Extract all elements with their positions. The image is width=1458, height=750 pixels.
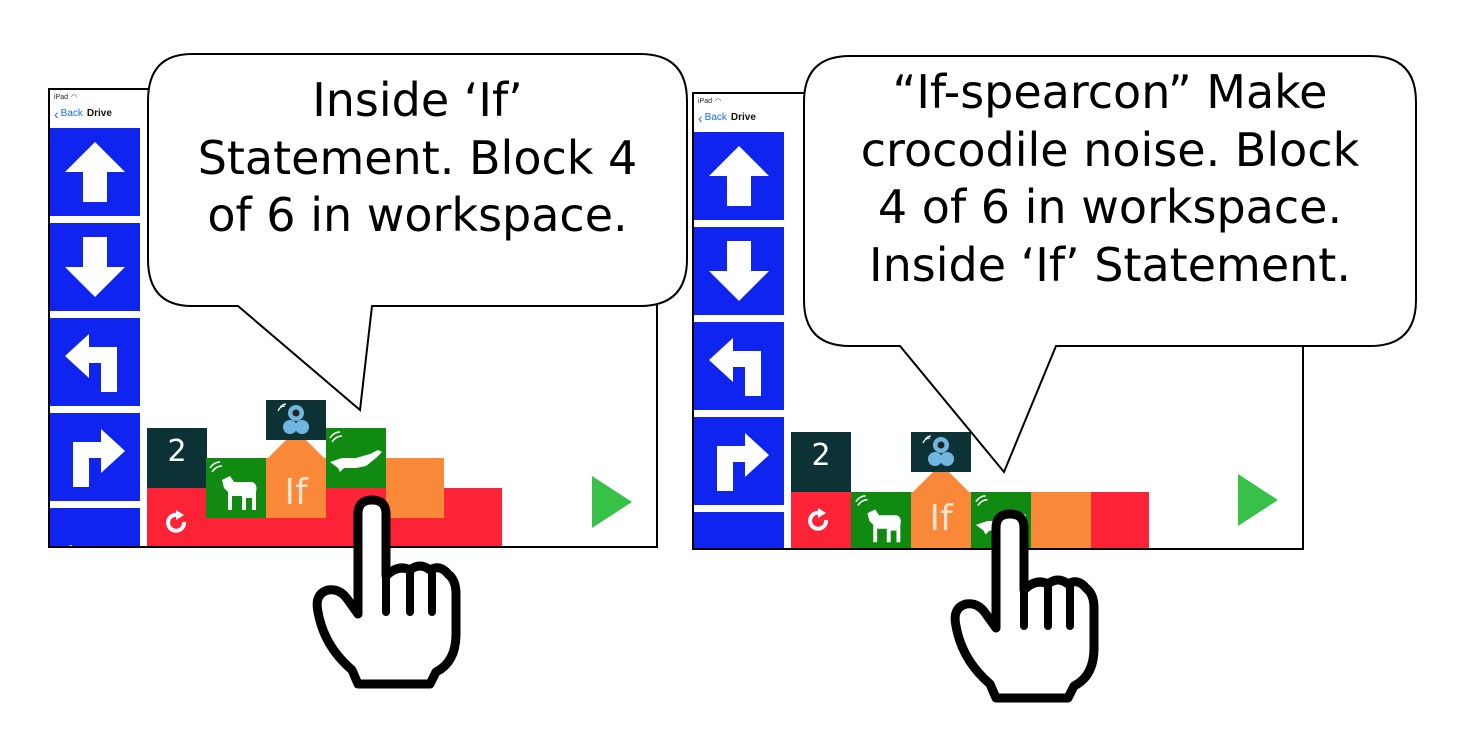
arrow-down-icon <box>65 237 125 297</box>
palette-right-button[interactable] <box>50 413 140 501</box>
if-block-end[interactable] <box>1031 492 1091 548</box>
nav-bar: ‹ Back Drive <box>698 109 756 126</box>
arrow-down-icon <box>709 241 769 301</box>
repeat-block[interactable] <box>791 492 851 548</box>
speech-text-left: Inside ‘If’ Statement. Block 4 of 6 in w… <box>150 72 685 245</box>
status-bar: iPad ◠ <box>54 93 77 101</box>
repeat-count-block[interactable]: 2 <box>147 428 207 488</box>
speech-line-3: 4 of 6 in workspace. <box>877 180 1343 234</box>
pointing-hand-icon <box>950 509 1099 703</box>
robot-sensor-block[interactable] <box>911 432 971 472</box>
speech-line-3: of 6 in workspace. <box>207 188 628 242</box>
crocodile-sound-block[interactable] <box>326 428 386 488</box>
palette-sound-button[interactable] <box>50 508 140 546</box>
if-block-tail[interactable] <box>386 458 444 518</box>
carrier-label: iPad <box>54 94 69 101</box>
arrow-up-icon <box>709 146 769 206</box>
play-button[interactable] <box>592 476 632 528</box>
nav-title: Drive <box>86 108 112 119</box>
speech-line-2: Statement. Block 4 <box>197 130 638 185</box>
chevron-left-icon: ‹ <box>54 105 59 122</box>
palette-up-button[interactable] <box>50 128 140 216</box>
speech-line-1: “If-spearcon” Make <box>892 65 1328 119</box>
speech-bubble-left <box>147 53 688 412</box>
carrier-label: iPad <box>698 98 713 105</box>
robot-icon <box>922 435 954 466</box>
speech-text-right: “If-spearcon” Make crocodile noise. Bloc… <box>806 64 1414 294</box>
robot-icon <box>277 403 309 434</box>
wifi-icon: ◠ <box>71 94 78 101</box>
goat-icon <box>855 495 901 543</box>
turn-right-icon <box>717 433 769 491</box>
command-palette <box>50 128 140 546</box>
palette-down-button[interactable] <box>694 227 784 315</box>
turn-left-icon <box>65 334 117 392</box>
speech-bubble-right <box>803 55 1417 474</box>
if-block[interactable]: If <box>266 458 326 518</box>
sound-wave-icon <box>696 532 760 550</box>
turn-left-icon <box>709 338 761 396</box>
crocodile-icon <box>329 431 382 472</box>
back-label: Back <box>704 112 727 123</box>
nav-bar: ‹ Back Drive <box>54 105 112 122</box>
repeat-icon <box>166 510 187 533</box>
speech-line-4: Inside ‘If’ Statement. <box>869 237 1351 292</box>
if-block-roof <box>911 464 971 494</box>
wifi-icon: ◠ <box>715 98 722 105</box>
left-panel: iPad ◠ ‹ Back Drive <box>0 0 700 750</box>
goat-sound-block[interactable] <box>851 492 911 548</box>
back-button[interactable]: ‹ Back <box>54 105 83 122</box>
pointing-hand-icon <box>312 495 461 689</box>
repeat-count-block[interactable]: 2 <box>791 432 851 492</box>
repeat-block-end[interactable] <box>1091 492 1149 548</box>
play-button[interactable] <box>1238 474 1278 526</box>
palette-left-button[interactable] <box>694 322 784 410</box>
arrow-up-icon <box>65 142 125 202</box>
if-block[interactable]: If <box>911 492 971 548</box>
if-label: If <box>284 472 308 513</box>
speech-line-2: crocodile noise. Block <box>860 122 1360 177</box>
repeat-count: 2 <box>811 438 831 473</box>
palette-up-button[interactable] <box>694 132 784 220</box>
goat-icon <box>209 461 257 510</box>
robot-sensor-block[interactable] <box>266 400 326 440</box>
palette-down-button[interactable] <box>50 223 140 311</box>
goat-sound-block[interactable] <box>206 458 266 518</box>
command-palette <box>694 132 784 550</box>
speech-line-1: Inside ‘If’ <box>312 73 523 127</box>
back-label: Back <box>60 108 83 119</box>
if-block-roof <box>266 430 326 460</box>
back-button[interactable]: ‹ Back <box>698 109 727 126</box>
palette-left-button[interactable] <box>50 318 140 406</box>
nav-title: Drive <box>730 112 756 123</box>
palette-sound-button[interactable] <box>694 512 784 550</box>
if-label: If <box>929 498 953 539</box>
turn-right-icon <box>73 429 125 487</box>
repeat-icon <box>808 508 829 531</box>
palette-right-button[interactable] <box>694 417 784 505</box>
chevron-left-icon: ‹ <box>698 109 703 126</box>
status-bar: iPad ◠ <box>698 97 721 105</box>
repeat-count: 2 <box>167 434 187 469</box>
